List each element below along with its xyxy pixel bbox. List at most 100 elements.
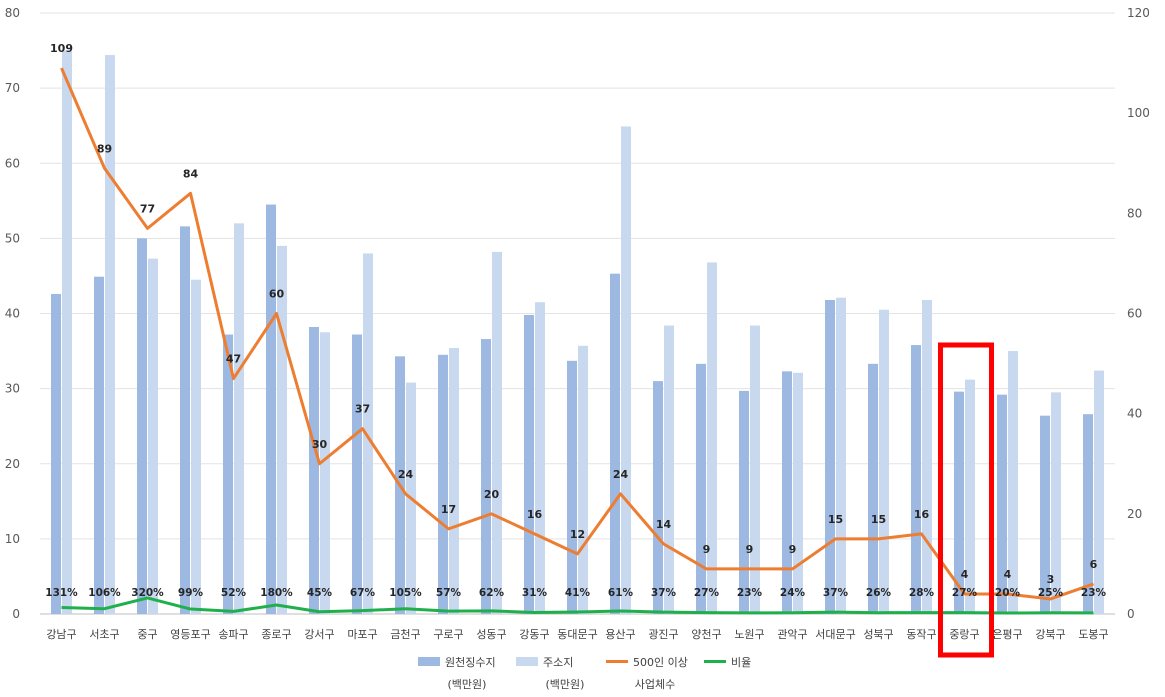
bar-address <box>492 251 502 614</box>
right-axis-tick: 120 <box>1127 6 1150 20</box>
category-label: 강북구 <box>1035 628 1065 641</box>
legend-sublabel: 사업체수 <box>635 678 675 691</box>
data-label-ratio: 106% <box>88 587 121 599</box>
bar-address <box>535 302 545 614</box>
category-label: 성동구 <box>476 628 506 641</box>
bar-withholding <box>266 204 276 614</box>
data-label-ratio: 27% <box>952 587 978 599</box>
right-axis-tick: 20 <box>1127 507 1142 521</box>
bar-address <box>62 50 72 614</box>
bar-address <box>1051 392 1061 614</box>
bar-withholding <box>610 273 620 614</box>
data-label-500plus: 16 <box>527 508 543 521</box>
line-500plus <box>60 67 1094 601</box>
bar-address <box>922 299 932 614</box>
bar-withholding <box>481 339 491 614</box>
bar-withholding <box>782 371 792 614</box>
data-label-ratio: 105% <box>389 587 422 599</box>
category-label: 송파구 <box>218 628 248 641</box>
category-label: 도봉구 <box>1078 628 1108 641</box>
category-label: 중랑구 <box>949 628 979 641</box>
bar-withholding <box>94 276 104 614</box>
category-label: 마포구 <box>347 628 377 641</box>
data-label-500plus: 9 <box>789 543 797 556</box>
data-label-ratio: 24% <box>780 587 806 599</box>
data-label-ratio: 62% <box>479 587 505 599</box>
bar-withholding <box>954 391 964 614</box>
category-label: 광진구 <box>648 628 678 641</box>
legend-sublabel: (백만원) <box>546 678 585 691</box>
bar-address <box>148 258 158 614</box>
bar-address <box>1094 370 1104 614</box>
bar-withholding <box>438 354 448 614</box>
data-label-ratio: 180% <box>260 587 293 599</box>
bar-address <box>1008 351 1018 614</box>
left-axis-tick: 20 <box>5 457 20 471</box>
category-label: 금천구 <box>390 627 420 641</box>
category-label: 동작구 <box>906 628 936 641</box>
data-label-500plus: 6 <box>1090 558 1098 571</box>
bar-address <box>191 279 201 614</box>
bar-withholding <box>653 381 663 614</box>
right-axis-tick: 100 <box>1127 106 1150 120</box>
data-label-ratio: 26% <box>866 587 892 599</box>
data-label-ratio: 131% <box>45 587 78 599</box>
category-label: 중구 <box>137 628 157 641</box>
bar-address <box>664 325 674 614</box>
data-label-ratio: 99% <box>178 587 204 599</box>
bar-withholding <box>51 293 61 614</box>
category-label: 관악구 <box>777 628 807 641</box>
bar-withholding <box>911 345 921 614</box>
category-label: 은평구 <box>992 628 1022 641</box>
category-label: 강남구 <box>46 628 76 641</box>
data-label-500plus: 16 <box>914 508 930 521</box>
data-label-500plus: 4 <box>961 568 969 581</box>
bar-withholding <box>137 238 147 614</box>
category-label: 영등포구 <box>170 628 210 641</box>
left-axis-tick: 30 <box>5 382 20 396</box>
bar-address <box>965 379 975 614</box>
category-label: 강서구 <box>304 628 334 641</box>
bar-withholding <box>825 299 835 614</box>
bar-withholding <box>1040 415 1050 614</box>
bar-address <box>105 55 115 614</box>
data-label-ratio: 52% <box>221 587 247 599</box>
bar-address <box>578 345 588 614</box>
data-label-500plus: 24 <box>613 468 629 481</box>
line-ratio <box>61 596 1094 615</box>
bar-address <box>879 309 889 614</box>
bar-withholding <box>696 363 706 614</box>
bar-withholding <box>567 360 577 614</box>
data-label-ratio: 320% <box>131 587 164 599</box>
category-label: 서대문구 <box>815 628 855 641</box>
category-label: 강동구 <box>519 628 549 641</box>
data-label-500plus: 15 <box>871 513 886 526</box>
legend-label: 주소지 <box>543 656 573 669</box>
bar-address <box>836 297 846 614</box>
category-label: 구로구 <box>433 628 463 641</box>
legend-label: 원천징수지 <box>445 655 496 669</box>
data-label-500plus: 60 <box>269 288 285 301</box>
legend-label: 비율 <box>731 656 751 669</box>
right-axis-tick: 80 <box>1127 206 1142 220</box>
category-label: 성북구 <box>863 628 893 641</box>
right-axis-tick: 0 <box>1127 607 1135 621</box>
data-label-500plus: 89 <box>97 142 112 155</box>
bar-withholding <box>739 390 749 614</box>
category-label: 종로구 <box>261 628 291 641</box>
data-label-500plus: 109 <box>50 42 73 55</box>
bar-withholding <box>223 334 233 614</box>
category-label: 동대문구 <box>557 628 597 641</box>
data-label-ratio: 61% <box>608 587 634 599</box>
category-label: 용산구 <box>605 628 635 641</box>
data-label-500plus: 15 <box>828 513 843 526</box>
legend-sublabel: (백만원) <box>448 678 487 691</box>
bar-withholding <box>309 327 319 614</box>
data-label-500plus: 30 <box>312 438 328 451</box>
data-label-500plus: 84 <box>183 167 199 180</box>
bar-address <box>363 253 373 614</box>
data-label-ratio: 67% <box>350 587 376 599</box>
data-label-500plus: 3 <box>1047 573 1055 586</box>
